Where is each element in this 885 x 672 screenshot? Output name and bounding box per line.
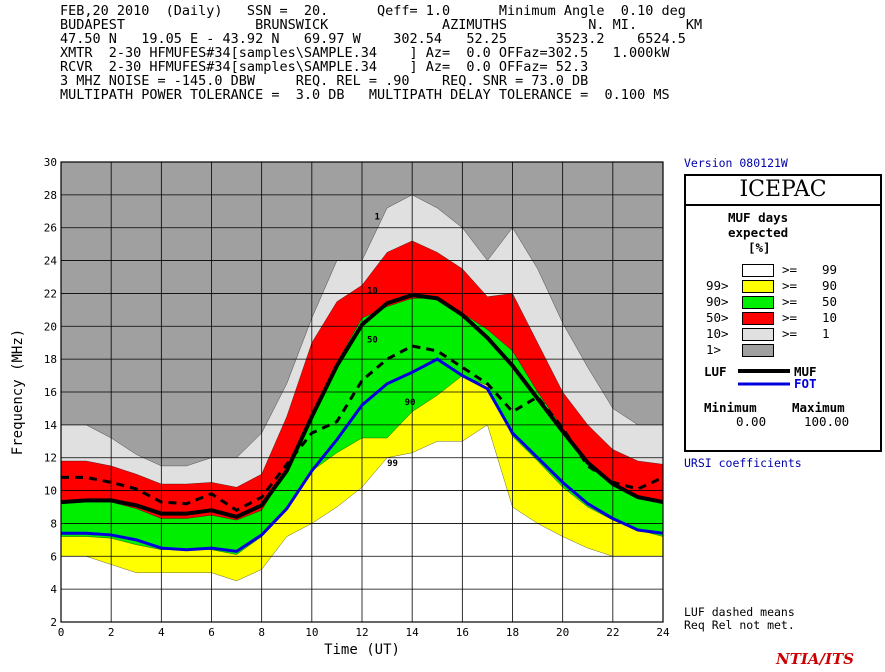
y-tick-label: 4 bbox=[50, 583, 57, 596]
header-line-5: RCVR 2-30 HFMUFES#34[samples\SAMPLE.34 ]… bbox=[60, 59, 589, 75]
legend-row-left: 99> bbox=[706, 278, 729, 293]
x-tick-label: 12 bbox=[355, 626, 368, 639]
legend-row-op: >= bbox=[782, 278, 798, 293]
maximum-value: 100.00 bbox=[804, 414, 850, 429]
legend-row-left: 10> bbox=[706, 326, 729, 341]
curve-muf bbox=[61, 293, 663, 519]
x-tick-label: 20 bbox=[556, 626, 569, 639]
x-tick-label: 4 bbox=[158, 626, 165, 639]
legend-row-value: 50 bbox=[822, 294, 838, 309]
y-tick-label: 26 bbox=[44, 222, 57, 235]
legend-swatch bbox=[742, 344, 774, 357]
curve-luf bbox=[61, 344, 663, 513]
legend-row-value: 99 bbox=[822, 262, 838, 277]
legend-swatch bbox=[742, 312, 774, 325]
x-tick-label: 10 bbox=[305, 626, 318, 639]
x-axis-label: Time (UT) bbox=[324, 642, 400, 658]
y-tick-label: 8 bbox=[50, 517, 57, 530]
legend-row-value: 10 bbox=[822, 310, 838, 325]
header-line-7: MULTIPATH POWER TOLERANCE = 3.0 DB MULTI… bbox=[60, 87, 670, 103]
y-axis-label: Frequency (MHz) bbox=[10, 329, 26, 455]
fot-label: FOT bbox=[794, 376, 817, 391]
contour-label: 10 bbox=[367, 286, 378, 296]
y-tick-label: 6 bbox=[50, 550, 57, 563]
x-tick-label: 6 bbox=[208, 626, 215, 639]
header-line-4: XMTR 2-30 HFMUFES#34[samples\SAMPLE.34 ]… bbox=[60, 45, 670, 61]
y-tick-label: 22 bbox=[44, 287, 57, 300]
contour-label: 90 bbox=[405, 398, 416, 408]
y-tick-label: 12 bbox=[44, 452, 57, 465]
legend-swatch bbox=[742, 296, 774, 309]
contour-label: 99 bbox=[387, 459, 398, 469]
y-tick-label: 18 bbox=[44, 353, 57, 366]
x-tick-label: 0 bbox=[58, 626, 65, 639]
legend-box: ICEPAC MUF days expected [%] >= 99 99> >= 90… bbox=[684, 174, 882, 452]
luf-footnote: LUF dashed means Req Rel not met. bbox=[684, 605, 795, 632]
version-label: Version 080121W bbox=[684, 156, 788, 170]
x-tick-label: 8 bbox=[258, 626, 265, 639]
y-tick-label: 20 bbox=[44, 320, 57, 333]
legend-swatch bbox=[742, 264, 774, 277]
legend-heading-3: [%] bbox=[748, 240, 771, 255]
legend-row-left: 1> bbox=[706, 342, 722, 357]
legend-swatch bbox=[742, 328, 774, 341]
legend-swatch bbox=[742, 280, 774, 293]
ursi-coefficients-label: URSI coefficients bbox=[684, 456, 802, 470]
legend-title: ICEPAC bbox=[686, 176, 880, 206]
legend-row-value: 90 bbox=[822, 278, 838, 293]
ntia-its-brand: NTIA/ITS bbox=[776, 650, 855, 668]
minimum-label: Minimum bbox=[704, 400, 757, 415]
x-tick-label: 2 bbox=[108, 626, 115, 639]
curve-fot bbox=[61, 357, 663, 553]
x-tick-label: 14 bbox=[406, 626, 420, 639]
y-tick-label: 10 bbox=[44, 485, 57, 498]
header-line-6: 3 MHZ NOISE = -145.0 DBW REQ. REL = .90 … bbox=[60, 73, 589, 89]
legend-row-left: 90> bbox=[706, 294, 729, 309]
legend-heading-2: expected bbox=[728, 225, 789, 240]
legend-row-left: 50> bbox=[706, 310, 729, 325]
minimum-value: 0.00 bbox=[736, 414, 767, 429]
plot-frame bbox=[60, 161, 664, 623]
luf-muf-sample bbox=[738, 369, 790, 386]
y-tick-label: 28 bbox=[44, 189, 57, 202]
maximum-label: Maximum bbox=[792, 400, 845, 415]
contour-label: 1 bbox=[375, 213, 380, 223]
header-line-2: BUDAPEST BRUNSWICK AZIMUTHS N. MI. KM bbox=[60, 17, 703, 33]
x-tick-label: 18 bbox=[506, 626, 519, 639]
muf-label: MUF bbox=[794, 364, 817, 379]
legend-heading-1: MUF days bbox=[728, 210, 789, 225]
legend-row-op: >= bbox=[782, 310, 798, 325]
contour-label: 50 bbox=[367, 336, 378, 346]
legend-row-op: >= bbox=[782, 262, 798, 277]
y-tick-label: 30 bbox=[44, 156, 57, 169]
legend-row-op: >= bbox=[782, 294, 798, 309]
x-tick-label: 16 bbox=[456, 626, 469, 639]
y-tick-label: 16 bbox=[44, 386, 57, 399]
header-line-1: FEB,20 2010 (Daily) SSN = 20. Qeff= 1.0 … bbox=[60, 3, 686, 19]
legend-row-value: 1 bbox=[822, 326, 830, 341]
luf-label: LUF bbox=[704, 364, 727, 379]
y-tick-label: 2 bbox=[50, 616, 57, 629]
x-tick-label: 24 bbox=[656, 626, 670, 639]
y-tick-label: 14 bbox=[44, 419, 58, 432]
x-tick-label: 22 bbox=[606, 626, 619, 639]
y-tick-label: 24 bbox=[44, 255, 58, 268]
header-line-3: 47.50 N 19.05 E - 43.92 N 69.97 W 302.54… bbox=[60, 31, 686, 47]
legend-row-op: >= bbox=[782, 326, 798, 341]
